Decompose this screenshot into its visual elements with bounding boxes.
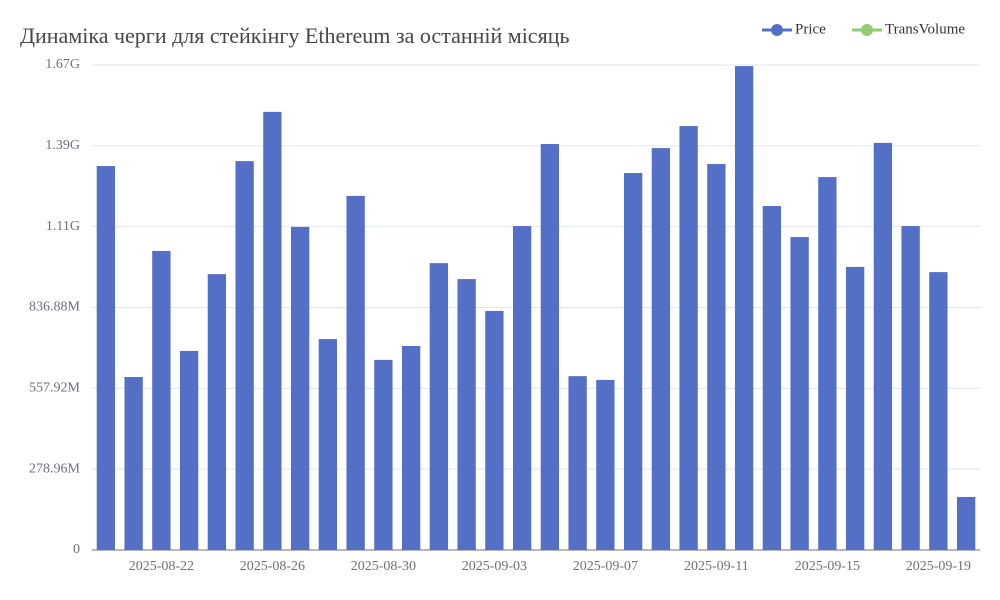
bar [401, 346, 421, 550]
x-tick-label: 2025-09-15 [795, 559, 860, 574]
bar [179, 350, 199, 550]
bar [457, 279, 476, 550]
bar [346, 195, 365, 550]
bar [956, 496, 976, 550]
bar [374, 359, 393, 550]
bar [845, 266, 865, 550]
bar [596, 379, 615, 550]
legend-label: Price [795, 21, 826, 37]
bar [540, 144, 560, 550]
bar [235, 161, 254, 551]
bar [568, 376, 587, 550]
y-tick-label: 557.92M [29, 381, 81, 396]
bar [124, 377, 143, 550]
legend-marker [771, 24, 783, 36]
bar [512, 226, 532, 550]
x-tick-label: 2025-09-07 [573, 559, 638, 574]
bar [762, 206, 782, 550]
chart-title: Динаміка черги для стейкінгу Ethereum за… [20, 23, 570, 48]
y-tick-label: 1.11G [46, 219, 80, 234]
bar [734, 66, 754, 550]
x-tick-label: 2025-08-26 [240, 559, 305, 574]
legend-label: TransVolume [885, 21, 965, 37]
bar [263, 111, 282, 550]
legend-marker [861, 24, 873, 36]
bar [152, 250, 171, 551]
bar [707, 164, 726, 550]
x-tick-label: 2025-08-30 [351, 559, 416, 574]
x-tick-label: 2025-09-11 [684, 559, 749, 574]
bar [623, 173, 643, 550]
bar [96, 166, 116, 550]
x-tick-label: 2025-09-19 [906, 559, 971, 574]
y-tick-label: 1.67G [45, 57, 80, 72]
x-tick-label: 2025-09-03 [462, 559, 527, 574]
bar [318, 339, 338, 550]
bar [790, 237, 809, 550]
y-tick-label: 1.39G [45, 138, 80, 153]
y-tick-label: 278.96M [29, 461, 81, 476]
bar [679, 126, 698, 551]
bar [290, 226, 310, 550]
y-tick-label: 836.88M [29, 300, 81, 315]
x-tick-label: 2025-08-22 [129, 559, 194, 574]
y-tick-label: 0 [73, 542, 80, 557]
bar [818, 177, 837, 550]
bar [207, 274, 227, 550]
bar [929, 272, 948, 550]
bar [485, 310, 504, 550]
bar [901, 226, 920, 550]
bar [429, 263, 449, 550]
bar [873, 142, 893, 550]
bar [651, 148, 671, 551]
